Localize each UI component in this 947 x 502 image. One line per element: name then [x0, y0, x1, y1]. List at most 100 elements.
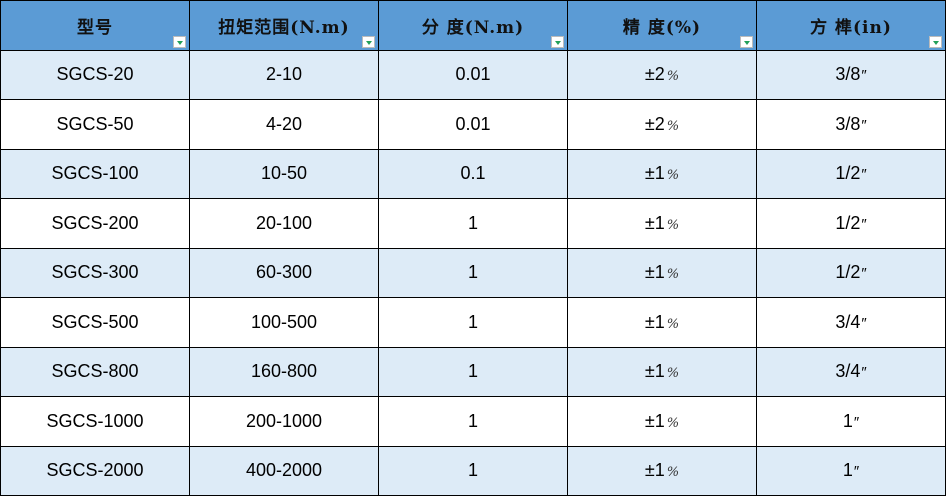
accuracy-unit: % [666, 118, 680, 134]
model: SGCS-20 [56, 64, 134, 85]
model: SGCS-300 [51, 262, 139, 283]
cell-division: 1 [378, 346, 568, 397]
cell-division: 0.01 [378, 49, 568, 100]
square-unit: ″ [861, 314, 867, 332]
cell-accuracy: ±1% [567, 297, 757, 348]
cell-accuracy: ±1% [567, 445, 757, 496]
header-torque-range: 扭矩范围(N.m) [189, 0, 379, 51]
cell-model: SGCS-2000 [0, 445, 190, 496]
accuracy-unit: % [666, 465, 680, 481]
table-row: SGCS-100 10-50 0.1 ±1% 1/2″ [0, 148, 946, 199]
table-row: SGCS-50 4-20 0.01 ±2% 3/8″ [0, 99, 946, 150]
cell-accuracy: ±1% [567, 198, 757, 249]
square-unit: ″ [861, 265, 867, 283]
accuracy: ±1 [644, 212, 665, 233]
accuracy: ±2 [644, 113, 665, 134]
table-row: SGCS-2000 400-2000 1 ±1% 1″ [0, 445, 946, 496]
accuracy: ±1 [644, 262, 665, 283]
square-unit: ″ [861, 166, 867, 184]
cell-torque-range: 160-800 [189, 346, 379, 397]
cell-square-drive: 1/2″ [756, 148, 946, 199]
header-label: 分 度(N.m) [421, 17, 525, 38]
cell-model: SGCS-100 [0, 148, 190, 199]
model: SGCS-50 [56, 113, 134, 134]
cell-torque-range: 200-1000 [189, 396, 379, 447]
cell-square-drive: 1/2″ [756, 198, 946, 249]
filter-dropdown-icon[interactable] [551, 35, 564, 48]
header-label: 方 榫(in) [810, 17, 892, 38]
model: SGCS-1000 [46, 410, 144, 431]
cell-square-drive: 1″ [756, 445, 946, 496]
filter-dropdown-icon[interactable] [173, 35, 186, 48]
division: 1 [467, 361, 478, 382]
model: SGCS-100 [51, 163, 139, 184]
header-label: 精 度(%) [622, 17, 702, 38]
division: 1 [467, 410, 478, 431]
filter-dropdown-icon[interactable] [929, 35, 942, 48]
cell-square-drive: 1″ [756, 396, 946, 447]
square-unit: ″ [853, 413, 860, 431]
square: 1 [842, 410, 853, 431]
cell-division: 0.01 [378, 99, 568, 150]
filter-dropdown-icon[interactable] [740, 35, 753, 48]
header-label: 扭矩范围(N.m) [218, 17, 350, 38]
cell-accuracy: ±2% [567, 99, 757, 150]
range: 2-10 [265, 64, 303, 85]
table-row: SGCS-20 2-10 0.01 ±2% 3/8″ [0, 49, 946, 100]
accuracy: ±1 [644, 410, 665, 431]
square: 3/8 [835, 64, 861, 85]
table-row: SGCS-300 60-300 1 ±1% 1/2″ [0, 247, 946, 298]
cell-model: SGCS-1000 [0, 396, 190, 447]
square-unit: ″ [861, 364, 867, 382]
cell-division: 1 [378, 198, 568, 249]
accuracy-unit: % [666, 168, 680, 184]
square: 3/8 [835, 113, 861, 134]
division: 0.01 [455, 64, 491, 85]
square: 1/2 [835, 262, 861, 283]
square: 1/2 [835, 163, 861, 184]
cell-division: 0.1 [378, 148, 568, 199]
square: 3/4 [835, 311, 861, 332]
cell-model: SGCS-800 [0, 346, 190, 397]
cell-torque-range: 20-100 [189, 198, 379, 249]
accuracy-unit: % [666, 217, 680, 233]
cell-torque-range: 4-20 [189, 99, 379, 150]
accuracy-unit: % [666, 267, 680, 283]
cell-square-drive: 3/4″ [756, 297, 946, 348]
square-unit: ″ [861, 67, 867, 85]
accuracy-unit: % [666, 316, 680, 332]
cell-accuracy: ±1% [567, 247, 757, 298]
header-square-drive: 方 榫(in) [756, 0, 946, 51]
square: 1/2 [835, 212, 861, 233]
square-unit: ″ [861, 215, 867, 233]
accuracy: ±1 [644, 311, 665, 332]
table-row: SGCS-800 160-800 1 ±1% 3/4″ [0, 346, 946, 397]
table-row: SGCS-200 20-100 1 ±1% 1/2″ [0, 198, 946, 249]
header-accuracy: 精 度(%) [567, 0, 757, 51]
division: 1 [467, 262, 478, 283]
cell-division: 1 [378, 445, 568, 496]
model: SGCS-800 [51, 361, 139, 382]
cell-division: 1 [378, 247, 568, 298]
cell-division: 1 [378, 396, 568, 447]
cell-square-drive: 3/8″ [756, 49, 946, 100]
accuracy-unit: % [666, 415, 680, 431]
filter-dropdown-icon[interactable] [362, 35, 375, 48]
range: 200-1000 [245, 410, 323, 431]
cell-model: SGCS-20 [0, 49, 190, 100]
cell-accuracy: ±2% [567, 49, 757, 100]
accuracy: ±2 [644, 64, 665, 85]
cell-torque-range: 2-10 [189, 49, 379, 100]
division: 0.01 [455, 113, 491, 134]
range: 20-100 [255, 212, 313, 233]
cell-accuracy: ±1% [567, 148, 757, 199]
cell-division: 1 [378, 297, 568, 348]
header-model: 型号 [0, 0, 190, 51]
cell-accuracy: ±1% [567, 346, 757, 397]
accuracy: ±1 [644, 361, 665, 382]
cell-torque-range: 60-300 [189, 247, 379, 298]
header-row: 型号 扭矩范围(N.m) 分 度(N.m) 精 度(%) 方 榫(in) [0, 0, 946, 51]
square: 3/4 [835, 361, 861, 382]
cell-model: SGCS-200 [0, 198, 190, 249]
